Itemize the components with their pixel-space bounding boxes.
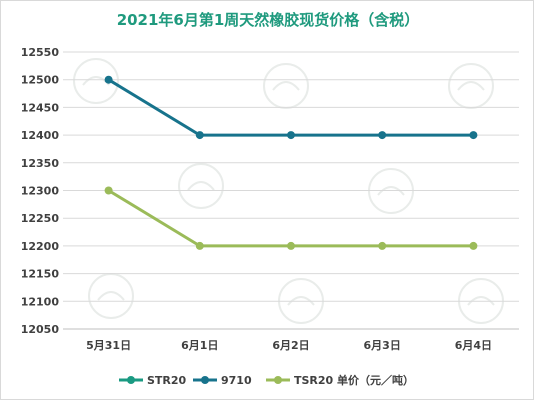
data-point-9710-1	[195, 131, 204, 140]
y-tick-label-12400: 12400	[21, 129, 60, 142]
y-tick-label-12450: 12450	[21, 101, 60, 114]
legend-label-0: STR20	[147, 374, 187, 387]
watermark-ring-1	[263, 63, 309, 109]
legend-label-1: 9710	[221, 374, 252, 387]
watermark-arc-1	[272, 81, 300, 91]
x-tick-label-4: 6月4日	[455, 339, 492, 352]
x-tick-label-1: 6月1日	[181, 339, 218, 352]
legend-label-2: TSR20	[294, 374, 334, 387]
y-tick-label-12250: 12250	[21, 212, 60, 225]
watermark-arc-5	[97, 291, 125, 301]
x-tick-label-3: 6月3日	[364, 339, 401, 352]
y-axis-ticks: 12050 12100 12150 12200 12250 12300 12350 12400…	[21, 46, 60, 336]
y-tick-label-12200: 12200	[21, 240, 60, 253]
legend-swatch-marker-1	[201, 376, 209, 384]
watermark-ring-2	[448, 63, 494, 109]
y-tick-label-12150: 12150	[21, 268, 60, 281]
legend: STR20 9710 TSR20 单价（元／吨）	[119, 373, 414, 387]
watermark-ring-5	[88, 273, 134, 319]
chart-title: 2021年6月第1周天然橡胶现货价格（含税）	[117, 11, 420, 29]
y-tick-label-12050: 12050	[21, 323, 60, 336]
data-point-tsr20-0	[104, 186, 113, 195]
watermark-arc-6	[287, 296, 315, 306]
legend-swatch-marker-2	[274, 376, 282, 384]
data-point-tsr20-3	[378, 241, 387, 250]
data-point-tsr20-1	[195, 241, 204, 250]
watermark-arc-7	[467, 296, 495, 306]
watermark-arc-2	[457, 81, 485, 91]
data-point-9710-2	[287, 131, 295, 140]
data-point-9710-3	[378, 131, 387, 140]
series-layer	[104, 75, 478, 250]
watermark-ring-3	[178, 163, 224, 209]
x-axis-ticks: 5月31日 6月1日 6月2日 6月3日 6月4日	[86, 339, 492, 352]
watermark-ring-0	[73, 58, 119, 104]
data-point-9710-0	[104, 75, 113, 84]
legend-unit-label: 单价（元／吨）	[337, 373, 414, 387]
data-point-tsr20-2	[287, 241, 295, 250]
y-tick-label-12100: 12100	[21, 295, 60, 308]
y-tick-label-12300: 12300	[21, 185, 60, 198]
watermark-arc-3	[187, 181, 215, 191]
x-tick-label-2: 6月2日	[272, 339, 309, 352]
y-tick-label-12500: 12500	[21, 74, 60, 87]
watermark-arc-4	[377, 186, 405, 196]
data-point-tsr20-4	[469, 241, 478, 250]
y-tick-label-12350: 12350	[21, 157, 60, 170]
x-tick-label-0: 5月31日	[86, 339, 131, 352]
y-tick-label-12550: 12550	[21, 46, 60, 59]
data-point-9710-4	[469, 131, 478, 140]
legend-swatch-marker-0	[127, 376, 135, 384]
